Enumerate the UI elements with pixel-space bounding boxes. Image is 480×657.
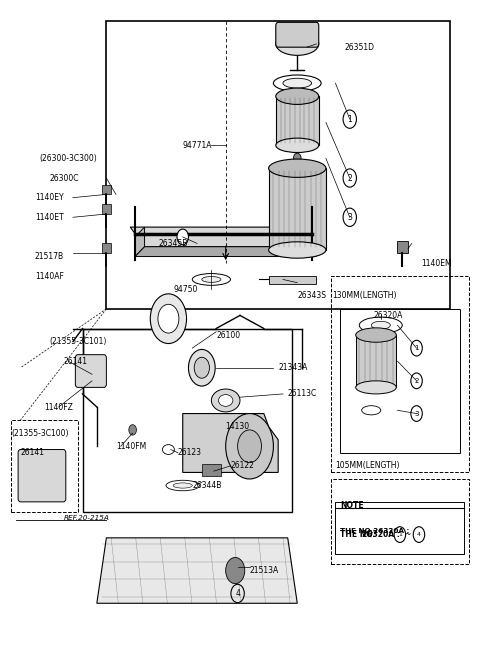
Ellipse shape <box>21 456 54 489</box>
Ellipse shape <box>162 445 174 455</box>
Ellipse shape <box>173 483 192 488</box>
Bar <box>331 276 469 472</box>
Text: 2: 2 <box>414 378 419 384</box>
Bar <box>102 244 111 253</box>
Bar <box>276 97 319 145</box>
Text: ~: ~ <box>404 530 410 539</box>
Ellipse shape <box>360 317 402 333</box>
Circle shape <box>158 304 179 333</box>
FancyBboxPatch shape <box>75 355 107 388</box>
Text: 1: 1 <box>398 532 402 537</box>
Text: 94771A: 94771A <box>183 141 212 150</box>
Ellipse shape <box>283 78 312 88</box>
Bar <box>356 335 396 388</box>
Text: 21517B: 21517B <box>35 252 64 261</box>
Text: 21343A: 21343A <box>278 363 308 373</box>
Ellipse shape <box>192 273 230 285</box>
Ellipse shape <box>276 138 319 152</box>
Text: (26300-3C300): (26300-3C300) <box>39 154 97 163</box>
Text: 21513A: 21513A <box>250 566 279 575</box>
Text: (21355-3C100): (21355-3C100) <box>11 428 69 438</box>
Text: 1140FM: 1140FM <box>116 442 146 451</box>
Text: 26113C: 26113C <box>288 390 317 398</box>
Text: 14130: 14130 <box>226 422 250 431</box>
Text: 26300C: 26300C <box>49 173 79 183</box>
Ellipse shape <box>362 406 381 415</box>
Text: 4: 4 <box>235 589 240 598</box>
Ellipse shape <box>276 32 319 55</box>
Polygon shape <box>97 538 297 603</box>
Bar <box>107 21 450 309</box>
Text: 1140FZ: 1140FZ <box>44 403 73 411</box>
Text: 105MM(LENGTH): 105MM(LENGTH) <box>336 461 400 470</box>
Bar <box>396 242 408 253</box>
Ellipse shape <box>371 321 390 329</box>
Text: NOTE: NOTE <box>340 501 364 510</box>
Text: 130MM(LENGTH): 130MM(LENGTH) <box>332 291 396 300</box>
Ellipse shape <box>276 88 319 104</box>
Polygon shape <box>135 247 316 256</box>
Ellipse shape <box>269 159 326 177</box>
Bar <box>102 204 111 214</box>
Text: 26122: 26122 <box>230 461 254 470</box>
FancyBboxPatch shape <box>18 449 66 502</box>
Bar <box>331 479 469 564</box>
Ellipse shape <box>166 480 199 491</box>
Polygon shape <box>183 413 278 472</box>
Polygon shape <box>269 276 316 284</box>
Text: 26344B: 26344B <box>192 481 222 490</box>
Text: 26141: 26141 <box>63 357 87 366</box>
Polygon shape <box>135 227 144 256</box>
Ellipse shape <box>269 242 326 258</box>
Text: 94750: 94750 <box>173 284 198 294</box>
Circle shape <box>177 229 189 245</box>
Circle shape <box>293 153 301 164</box>
Circle shape <box>194 357 209 378</box>
Text: 26141: 26141 <box>21 448 45 457</box>
Bar <box>340 309 459 453</box>
Ellipse shape <box>202 277 221 283</box>
Bar <box>11 420 78 512</box>
Text: 3: 3 <box>414 411 419 417</box>
Text: 26123: 26123 <box>178 448 202 457</box>
Text: 1140ET: 1140ET <box>35 213 63 222</box>
Text: 26100: 26100 <box>216 330 240 340</box>
Ellipse shape <box>218 395 233 406</box>
Text: 26320A: 26320A <box>373 311 403 320</box>
Text: REF.20-215A: REF.20-215A <box>63 515 109 521</box>
Polygon shape <box>130 227 316 247</box>
FancyBboxPatch shape <box>276 22 319 47</box>
Circle shape <box>129 424 136 435</box>
Text: 4: 4 <box>417 532 421 537</box>
Text: 1: 1 <box>414 345 419 351</box>
Circle shape <box>150 294 187 344</box>
Text: 26345B: 26345B <box>159 239 188 248</box>
Text: 1: 1 <box>348 115 352 124</box>
Bar <box>269 168 326 250</box>
Bar <box>336 502 464 555</box>
Ellipse shape <box>356 328 396 342</box>
Bar <box>102 185 111 194</box>
Text: THE NO.: THE NO. <box>340 530 376 539</box>
Text: 26351D: 26351D <box>345 43 375 52</box>
Bar <box>83 328 292 512</box>
Text: 3: 3 <box>348 213 352 222</box>
Bar <box>202 464 221 476</box>
Ellipse shape <box>211 389 240 412</box>
Ellipse shape <box>274 75 321 91</box>
Text: 1140EY: 1140EY <box>35 193 63 202</box>
Text: 26343S: 26343S <box>297 291 326 300</box>
Ellipse shape <box>356 381 396 394</box>
Text: 2: 2 <box>348 173 352 183</box>
Text: THE NO.26320A :: THE NO.26320A : <box>340 528 409 534</box>
Circle shape <box>238 430 262 463</box>
Circle shape <box>226 413 274 479</box>
Text: 26320A :: 26320A : <box>362 530 402 539</box>
Text: 1140EM: 1140EM <box>421 259 452 267</box>
Circle shape <box>226 558 245 583</box>
Polygon shape <box>307 227 316 256</box>
Text: 1140AF: 1140AF <box>35 271 64 281</box>
Text: (21355-3C101): (21355-3C101) <box>49 337 107 346</box>
Circle shape <box>189 350 215 386</box>
